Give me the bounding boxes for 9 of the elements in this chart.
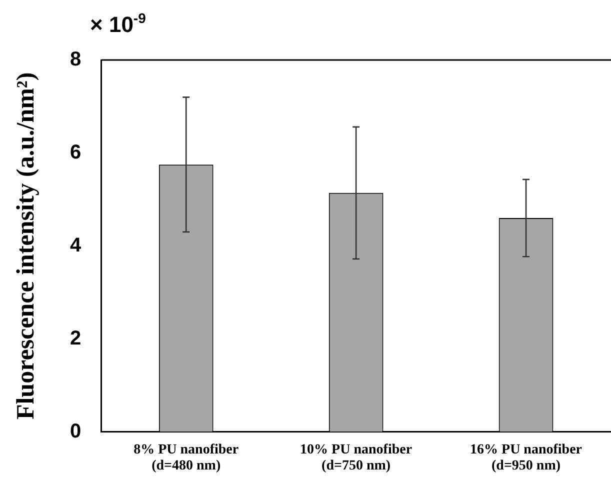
y-tick-label: 6 [70,141,82,164]
y-tick-label: 8 [70,48,82,71]
y-tick-label: 2 [70,327,82,350]
y-axis-title: Fluorescence intensity (a.u./nm²) [12,72,40,420]
x-tick-label: 8% PU nanofiber (d=480 nm) [134,442,239,474]
y-tick-label: 0 [70,420,82,442]
x-tick-label: 16% PU nanofiber (d=950 nm) [470,442,582,474]
x-tick-label: 10% PU nanofiber (d=750 nm) [300,442,412,474]
y-tick-label: 4 [70,234,82,256]
